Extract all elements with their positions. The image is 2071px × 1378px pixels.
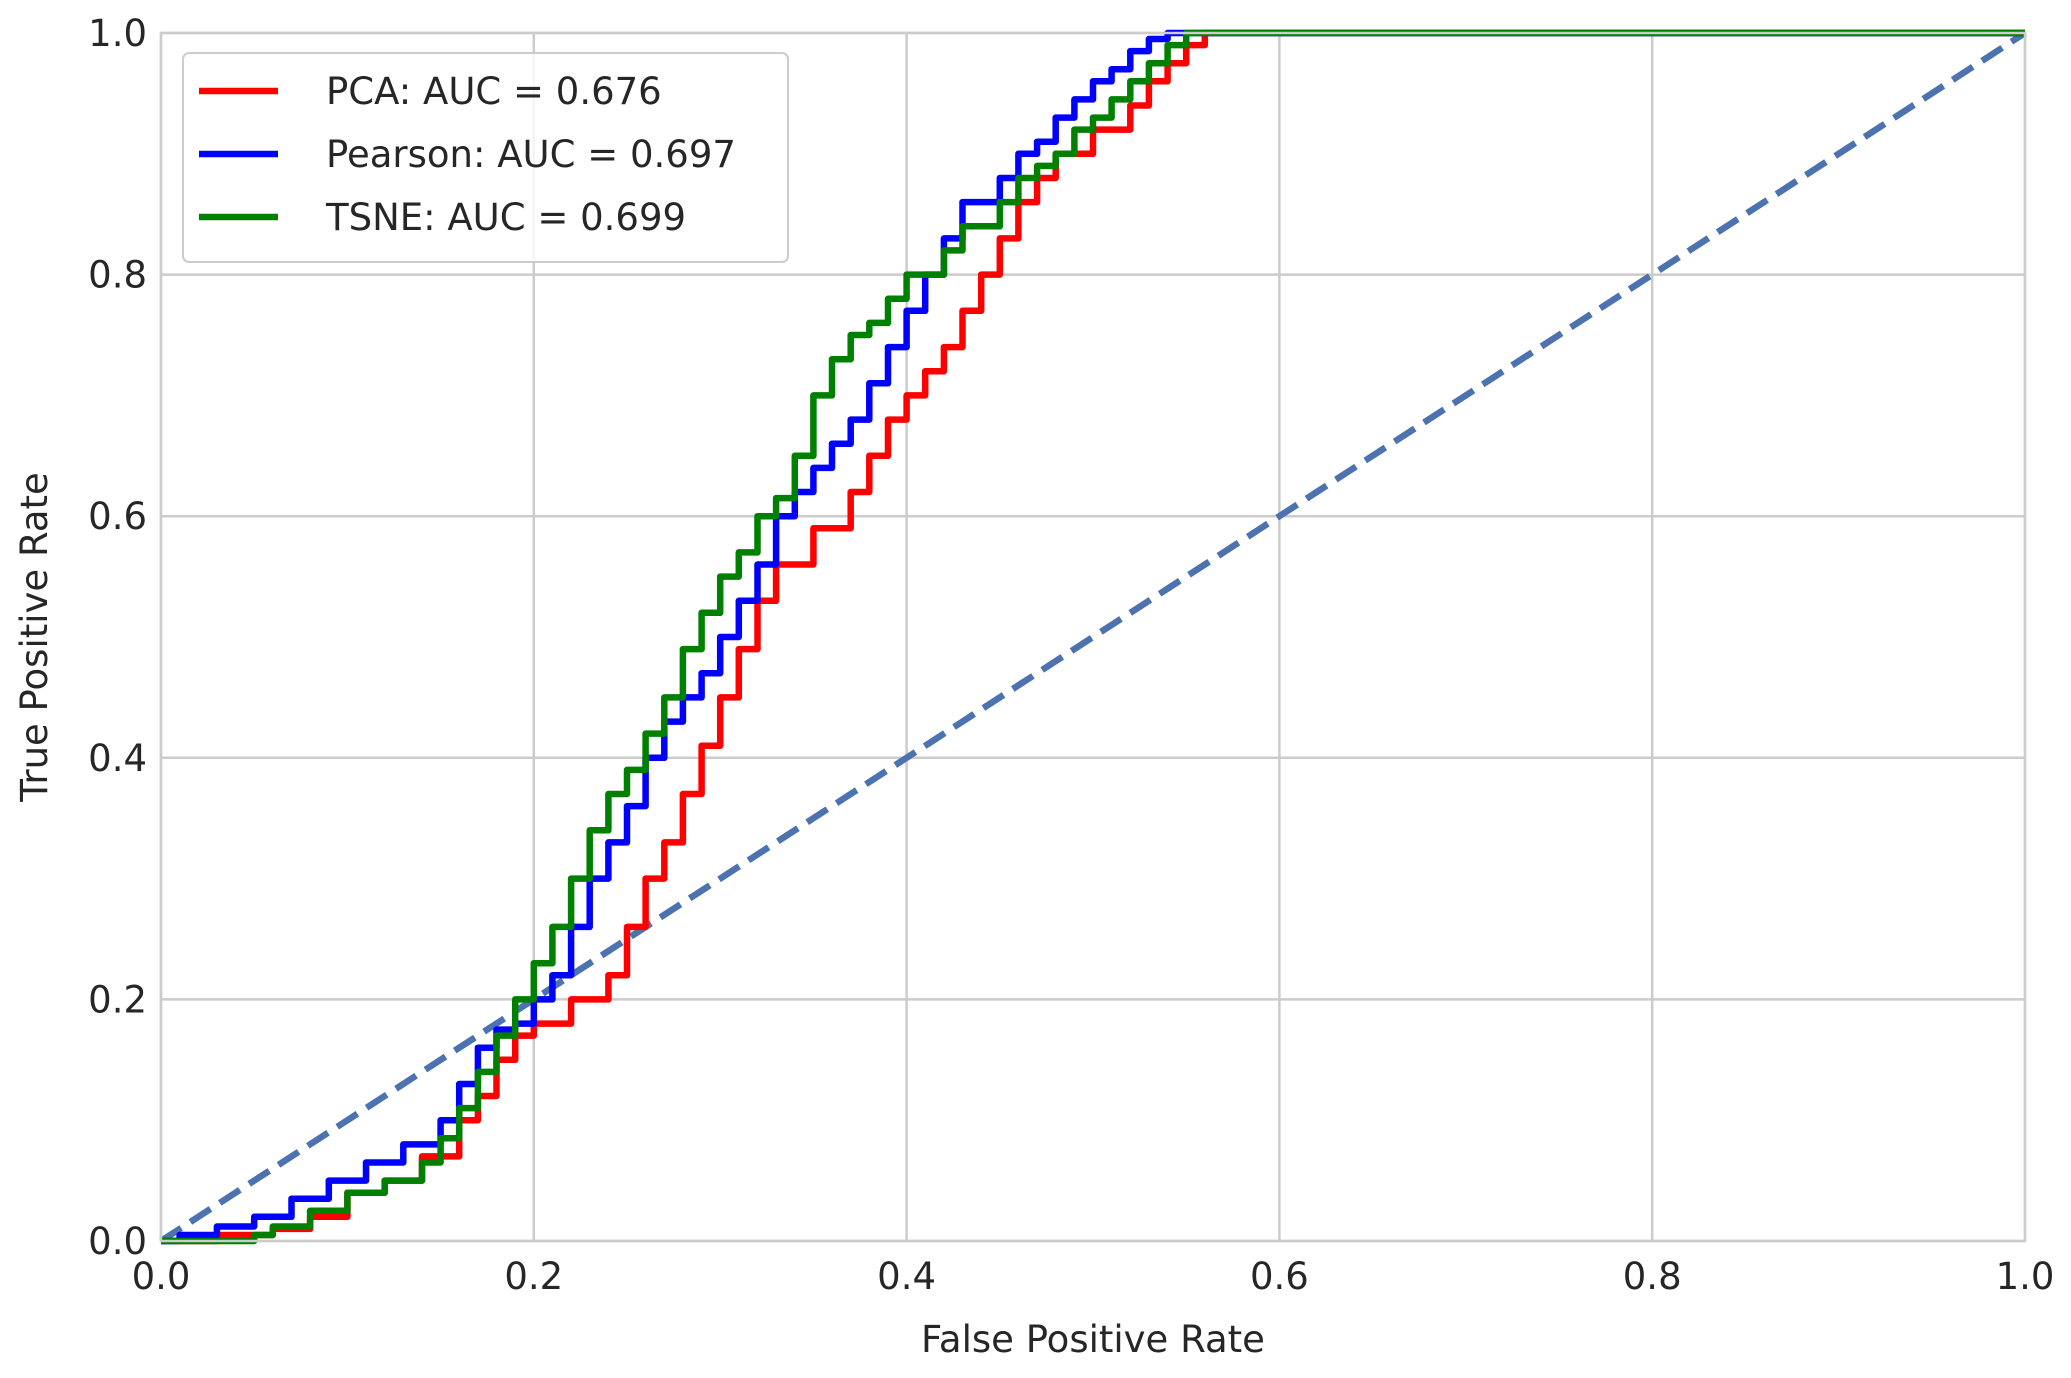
y-axis-label: True Positive Rate [13,472,56,803]
legend-label: PCA: AUC = 0.676 [326,70,662,113]
x-tick-label: 0.8 [1623,1255,1682,1298]
x-tick-label: 0.2 [504,1255,563,1298]
x-tick-label: 0.4 [877,1255,936,1298]
legend-box [182,52,789,263]
plot-frame [159,31,2027,1243]
y-tick-label: 0.0 [88,1220,147,1263]
chance-diagonal-line [159,30,2027,1244]
y-tick-label: 0.4 [88,737,147,780]
grid [159,31,2027,1243]
x-axis-label: False Positive Rate [921,1318,1265,1361]
y-tick-label: 0.6 [88,495,147,538]
y-tick-label: 0.8 [88,254,147,297]
legend-label: TSNE: AUC = 0.699 [325,196,686,239]
plot-lines [159,29,2027,1245]
x-tick-label: 0.6 [1250,1255,1309,1298]
series-line-1 [161,29,2025,1245]
series-line-2 [161,29,2025,1245]
x-tick-label: 0.0 [132,1255,191,1298]
y-tick-label: 0.2 [88,978,147,1021]
series-line-0 [161,29,2025,1245]
y-tick-label: 1.0 [88,12,147,55]
legend-label: Pearson: AUC = 0.697 [326,133,736,176]
legend: PCA: AUC = 0.676 Pearson: AUC = 0.697 TSNE… [182,52,789,263]
x-tick-label: 1.0 [1996,1255,2055,1298]
tick-labels: 0.0 0.2 0.4 0.6 0.8 1.0 0.0 0.2 0.4 0.6 0.8 1.0 [88,12,2054,1298]
